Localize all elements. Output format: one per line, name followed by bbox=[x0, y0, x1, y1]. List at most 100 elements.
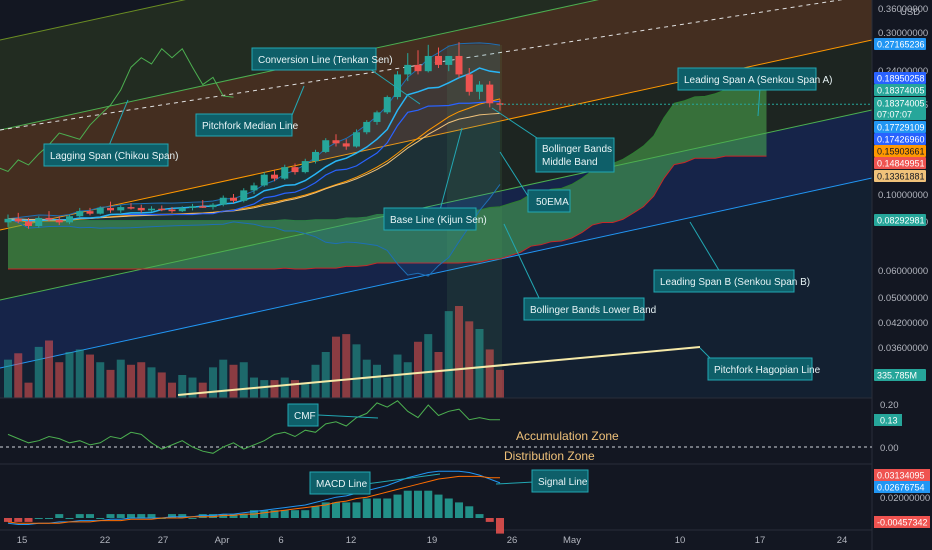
volume-bar bbox=[260, 380, 269, 398]
volume-bar bbox=[188, 377, 197, 398]
volume-bar bbox=[198, 382, 207, 398]
time-tick-label: 10 bbox=[675, 535, 686, 546]
annotation-cmf-text: CMF bbox=[294, 411, 316, 422]
candle-body bbox=[476, 84, 483, 92]
macd-histogram-bar bbox=[4, 518, 12, 522]
price-axis[interactable]: 0.36000000 0.30000000 0.24000000 0.18374005… bbox=[874, 4, 930, 528]
cloud-fill bbox=[8, 84, 767, 270]
time-axis[interactable]: 15 22 27 Apr 6 12 19 26 May 10 17 24 bbox=[17, 535, 848, 546]
candle-body bbox=[394, 74, 401, 98]
macd-histogram-bar bbox=[209, 514, 217, 518]
candle-body bbox=[66, 216, 73, 223]
time-tick-label: 24 bbox=[837, 535, 848, 546]
candle-body bbox=[271, 174, 278, 179]
annotation-signal-text: Signal Line bbox=[538, 477, 588, 488]
volume-bar bbox=[403, 362, 412, 398]
distribution-zone-label: Distribution Zone bbox=[504, 449, 595, 463]
volume-bar bbox=[373, 364, 381, 398]
annotation-bb-lower[interactable] bbox=[523, 297, 645, 321]
volume-bar bbox=[342, 334, 351, 398]
candle-body bbox=[199, 206, 207, 208]
annotation-pitchfork-median-text: Pitchfork Median Line bbox=[202, 121, 299, 132]
price-tag: 0.15903661 bbox=[874, 145, 926, 157]
annotation-macd-text: MACD Line bbox=[316, 479, 368, 490]
candle-body bbox=[158, 208, 166, 211]
volume-bar bbox=[393, 354, 402, 398]
macd-histogram-bar bbox=[291, 510, 299, 518]
macd-value-label: 0.03134095 bbox=[877, 471, 925, 481]
candle-body bbox=[178, 207, 186, 212]
volume-bar bbox=[157, 372, 166, 398]
volume-bar bbox=[485, 349, 494, 398]
cmf-tick-label: 0.20 bbox=[880, 400, 899, 411]
volume-bar bbox=[106, 369, 115, 398]
annotation-lagging-text: Lagging Span (Chikou Span) bbox=[50, 151, 178, 162]
macd-histogram-bar bbox=[229, 514, 238, 518]
annotation-cmf[interactable] bbox=[287, 403, 319, 427]
macd-histogram-bar bbox=[362, 498, 371, 518]
volume-bar bbox=[96, 362, 105, 398]
macd-histogram-bar bbox=[373, 498, 381, 518]
candle-body bbox=[209, 204, 217, 208]
volume-bar bbox=[270, 380, 279, 398]
volume-bar bbox=[116, 359, 125, 398]
volume-bar bbox=[86, 354, 94, 398]
macd-histogram-bar bbox=[383, 498, 392, 518]
annotation-leading-b[interactable] bbox=[653, 269, 795, 293]
volume-bar bbox=[321, 352, 330, 398]
candle-body bbox=[322, 140, 330, 152]
volume-bar bbox=[383, 377, 392, 398]
volume-bar bbox=[301, 382, 310, 398]
price-tag-label: 0.15903661 bbox=[877, 147, 925, 157]
price-tag: 0.14849951 bbox=[874, 157, 926, 169]
candle-body bbox=[363, 121, 371, 133]
annotation-base-line[interactable] bbox=[383, 207, 477, 231]
macd-histogram-bar bbox=[106, 514, 115, 518]
candle-body bbox=[189, 206, 196, 208]
annotation-hagopian[interactable] bbox=[707, 357, 813, 381]
price-tick-label: 0.10000000 bbox=[878, 190, 928, 201]
volume-bar bbox=[137, 362, 146, 398]
volume-bar bbox=[45, 340, 53, 398]
volume-bar bbox=[55, 362, 64, 398]
annotation-macd[interactable] bbox=[309, 471, 371, 495]
macd-histogram-bar bbox=[332, 502, 340, 518]
candle-body bbox=[465, 74, 473, 92]
price-tag: 0.27165236 bbox=[874, 38, 926, 50]
annotation-leading-a[interactable] bbox=[677, 67, 817, 91]
macd-histogram-bar bbox=[352, 502, 361, 518]
tenkan-line bbox=[7, 67, 501, 222]
macd-histogram-bar bbox=[198, 514, 207, 518]
annotation-signal[interactable] bbox=[531, 469, 589, 493]
volume-bar bbox=[178, 375, 187, 398]
macd-histogram-bar bbox=[168, 514, 176, 518]
candle-body bbox=[25, 221, 32, 226]
annotation-hagopian-text: Pitchfork Hagopian Line bbox=[714, 365, 821, 376]
annotation-pitchfork-median[interactable] bbox=[195, 113, 293, 137]
candle-body bbox=[404, 64, 412, 75]
macd-histogram-bar bbox=[147, 514, 156, 518]
candle-body bbox=[55, 219, 63, 223]
annotation-lagging[interactable] bbox=[43, 143, 169, 167]
annotation-bb-middle[interactable] bbox=[535, 137, 615, 173]
price-tag: 335.785M bbox=[874, 369, 926, 381]
volume-bar bbox=[127, 364, 135, 398]
annotation-conversion-text: Conversion Line (Tenkan Sen) bbox=[258, 55, 393, 66]
time-tick-label: 6 bbox=[278, 535, 283, 546]
annotation-conversion[interactable] bbox=[251, 47, 377, 71]
macd-histogram-bar bbox=[424, 490, 433, 518]
time-tick-label: 17 bbox=[755, 535, 766, 546]
volume-bar bbox=[209, 367, 217, 398]
macd-histogram-bar bbox=[393, 494, 402, 518]
macd-histogram-bar bbox=[270, 510, 279, 518]
price-tick-label: 0.06000000 bbox=[878, 266, 928, 277]
candle-body bbox=[353, 132, 360, 147]
candle-body bbox=[414, 64, 422, 72]
signal-line bbox=[7, 475, 500, 524]
volume-bars bbox=[4, 306, 504, 398]
macd-value-tag: 0.03134095 bbox=[874, 469, 930, 481]
annotation-50ema[interactable] bbox=[527, 189, 571, 213]
macd-histogram-bar bbox=[239, 514, 248, 518]
candle-body bbox=[45, 217, 53, 220]
